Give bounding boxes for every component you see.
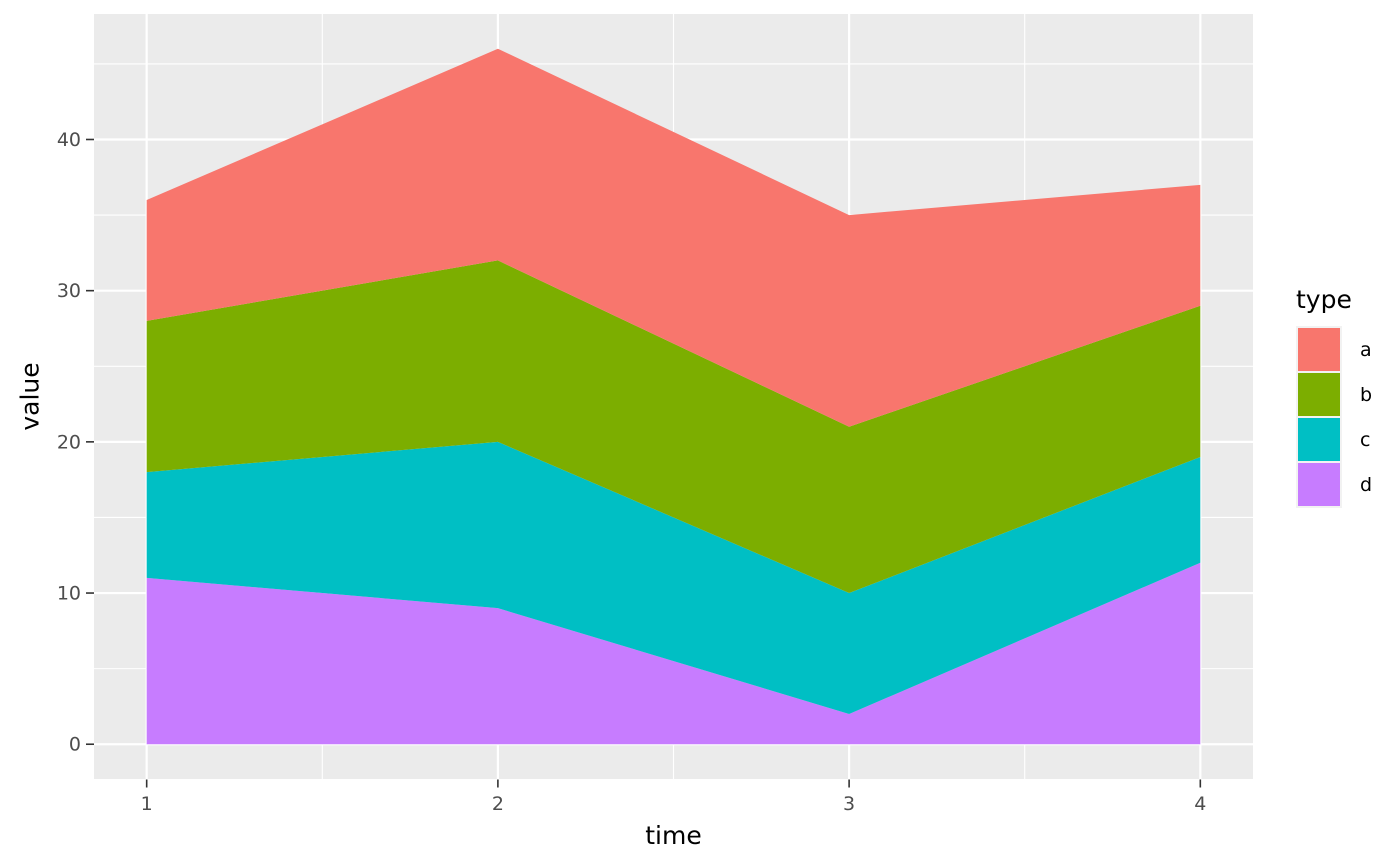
legend-label-d: d <box>1360 473 1373 496</box>
legend-label-c: c <box>1360 428 1371 451</box>
x-tick-label: 3 <box>843 793 855 815</box>
x-tick-label: 4 <box>1194 793 1206 815</box>
legend-swatch-column <box>1296 326 1342 508</box>
legend-label-a: a <box>1360 338 1372 361</box>
area-series-b <box>146 260 1201 594</box>
y-tick-label: 40 <box>57 129 81 151</box>
area-series-a <box>146 48 1201 427</box>
y-axis-title: value <box>15 362 45 431</box>
area-series-c <box>146 441 1201 714</box>
legend-key-b <box>1298 373 1340 416</box>
y-tick-label: 20 <box>57 431 81 453</box>
x-axis-title: time <box>645 821 702 850</box>
legend-label-b: b <box>1360 383 1373 406</box>
y-tick-label: 10 <box>57 583 81 605</box>
y-tick-label: 0 <box>69 734 81 756</box>
legend-title: type <box>1296 285 1352 314</box>
legend-key-d <box>1298 463 1340 506</box>
x-tick-label: 2 <box>492 793 504 815</box>
area-series-d <box>146 562 1201 745</box>
x-tick-label: 1 <box>141 793 153 815</box>
legend-key-a <box>1298 328 1340 371</box>
y-tick-label: 30 <box>57 280 81 302</box>
legend-key-c <box>1298 418 1340 461</box>
